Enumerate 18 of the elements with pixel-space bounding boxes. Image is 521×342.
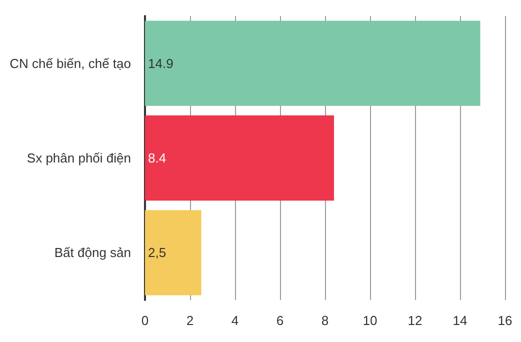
data-label: 2,5 [148, 245, 166, 260]
x-tick-label: 10 [362, 313, 378, 328]
bar [145, 210, 202, 296]
x-tick-label: 0 [141, 313, 149, 328]
x-tick-label: 12 [408, 313, 422, 328]
data-label: 8.4 [148, 150, 166, 166]
y-tick-label: Bất động sản [54, 245, 131, 260]
x-tick-label: 4 [231, 313, 239, 328]
x-tick-label: 2 [186, 313, 194, 328]
data-label: 14.9 [148, 56, 174, 71]
bar [145, 115, 334, 201]
y-tick-label: Sx phân phối điện [26, 150, 131, 166]
x-tick-label: 6 [276, 313, 284, 328]
y-tick-label: CN chế biến, chế tạo [10, 56, 131, 71]
x-tick-label: 8 [321, 313, 329, 328]
x-tick-label: 16 [498, 313, 512, 328]
x-tick-label: 14 [452, 313, 468, 328]
bar [145, 20, 480, 106]
